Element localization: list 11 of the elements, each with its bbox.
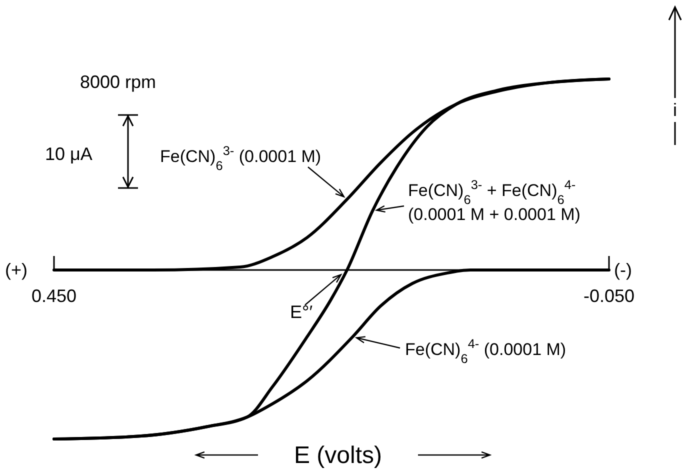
annotation: 10 μA (45, 144, 92, 164)
x-tick-label: 0.450 (31, 286, 77, 306)
annotation: E°′ (290, 302, 314, 322)
text: (-) (614, 260, 632, 280)
y-axis-title: i (673, 100, 677, 120)
text: (+) (5, 260, 28, 280)
x-tick-label: -0.050 (583, 286, 635, 306)
annotation: 8000 rpm (80, 72, 156, 92)
x-axis-title: E (volts) (294, 442, 382, 469)
text: Fe(CN)$_{6}$$^{3-}$ (0.0001 M) (160, 142, 322, 172)
legend-label: Fe(CN)$_{6}$$^{4-}$ (0.0001 M) (405, 336, 566, 366)
